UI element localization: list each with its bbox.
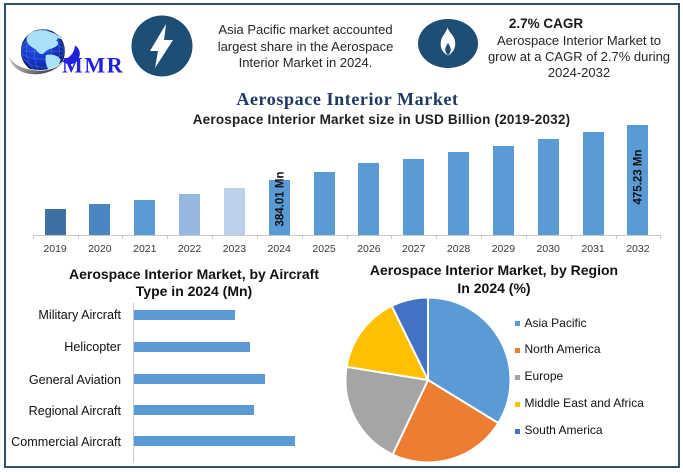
svg-text:MMR: MMR (62, 53, 124, 78)
